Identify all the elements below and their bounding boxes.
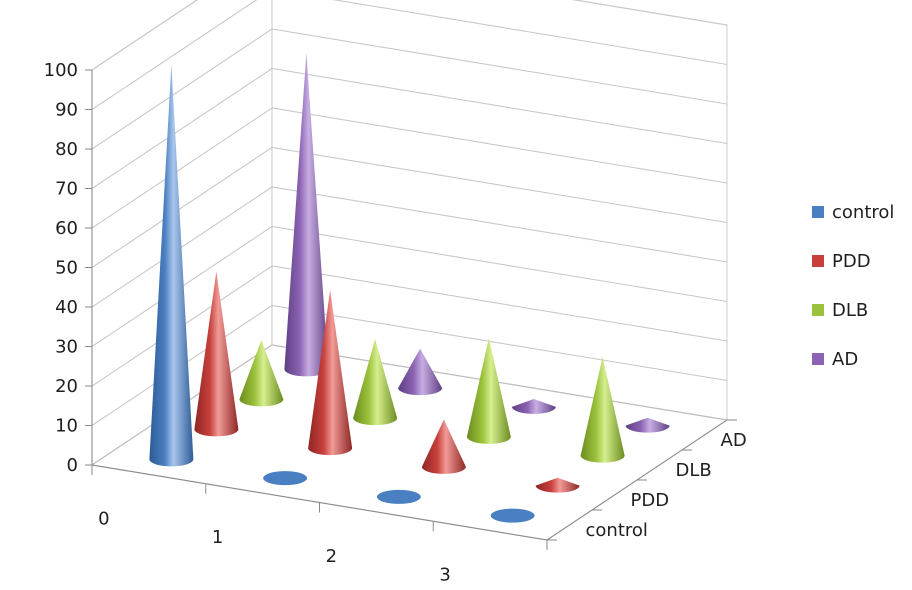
gridline — [91, 304, 728, 426]
y-tick-label: 50 — [55, 258, 78, 279]
legend-swatch — [812, 206, 824, 218]
gridline — [91, 0, 728, 110]
cone-body — [398, 348, 443, 396]
cone-body — [466, 338, 511, 444]
cone-PDD-2 — [421, 419, 466, 474]
cone-base-disc — [490, 508, 535, 523]
cone-body — [284, 53, 329, 377]
legend-label: control — [832, 202, 894, 223]
cone-PDD-3 — [535, 477, 580, 493]
gridline — [91, 28, 728, 150]
cone-AD-3 — [625, 417, 670, 433]
y-tick-label: 80 — [55, 139, 78, 160]
cone-body — [535, 477, 580, 493]
y-tick-label: 70 — [55, 179, 78, 200]
cone-DLB-3 — [580, 356, 625, 463]
legend-swatch — [812, 255, 824, 267]
x-tick-label: 1 — [212, 527, 223, 548]
cone-control-2 — [376, 489, 421, 504]
cone-control-1 — [263, 471, 308, 486]
y-tick-label: 40 — [55, 297, 78, 318]
legend-label: PDD — [832, 251, 871, 272]
y-tick-label: 20 — [55, 376, 78, 397]
gridline — [91, 0, 728, 71]
legend-swatch — [812, 304, 824, 316]
depth-tick-label: DLB — [676, 460, 712, 481]
cone-DLB-1 — [353, 339, 398, 426]
cone-base-disc — [376, 489, 421, 504]
cone-body — [308, 290, 353, 456]
cone-body — [580, 356, 625, 463]
cone-body — [421, 419, 466, 474]
x-tick-label: 3 — [439, 565, 450, 586]
depth-axis-ticks: control PDD DLB AD — [546, 419, 747, 541]
cone-DLB-2 — [466, 338, 511, 444]
gridline — [91, 146, 728, 268]
gridline — [91, 225, 728, 347]
cone-AD-2 — [511, 398, 556, 414]
legend-swatch — [812, 353, 824, 365]
cone-body — [239, 340, 284, 407]
x-axis-ticks: 0 1 2 3 — [91, 464, 548, 586]
cone-DLB-0 — [239, 340, 284, 407]
cone-PDD-1 — [308, 290, 353, 456]
cone-body — [511, 398, 556, 414]
cone-PDD-0 — [194, 271, 239, 437]
cone-control-0 — [149, 64, 194, 467]
y-tick-label: 60 — [55, 218, 78, 239]
y-axis-ticks: 0 10 20 30 40 50 60 70 80 90 100 — [44, 60, 93, 476]
cone-AD-1 — [398, 348, 443, 396]
gridline — [91, 107, 728, 229]
cone-body — [149, 64, 194, 467]
legend: control PDD DLB AD — [812, 202, 894, 370]
y-tick-label: 10 — [55, 416, 78, 437]
gridline — [91, 67, 728, 189]
gridline — [91, 265, 728, 387]
cone-body — [194, 271, 239, 437]
depth-tick-label: AD — [721, 430, 747, 451]
x-tick-label: 2 — [326, 546, 337, 567]
gridline — [91, 186, 728, 308]
cone-body — [353, 339, 398, 426]
legend-label: AD — [832, 349, 858, 370]
gridlines — [91, 0, 728, 426]
cone-control-3 — [490, 508, 535, 523]
cone-base-disc — [263, 471, 308, 486]
x-tick-label: 0 — [98, 508, 109, 529]
y-tick-label: 0 — [67, 455, 78, 476]
legend-label: DLB — [832, 300, 868, 321]
y-tick-label: 30 — [55, 337, 78, 358]
depth-tick-label: control — [586, 520, 648, 541]
y-tick-label: 90 — [55, 100, 78, 121]
depth-tick-label: PDD — [631, 490, 670, 511]
y-tick-label: 100 — [44, 60, 78, 81]
cone-body — [625, 417, 670, 433]
cone-AD-0 — [284, 53, 329, 377]
chart-marks — [149, 53, 670, 523]
